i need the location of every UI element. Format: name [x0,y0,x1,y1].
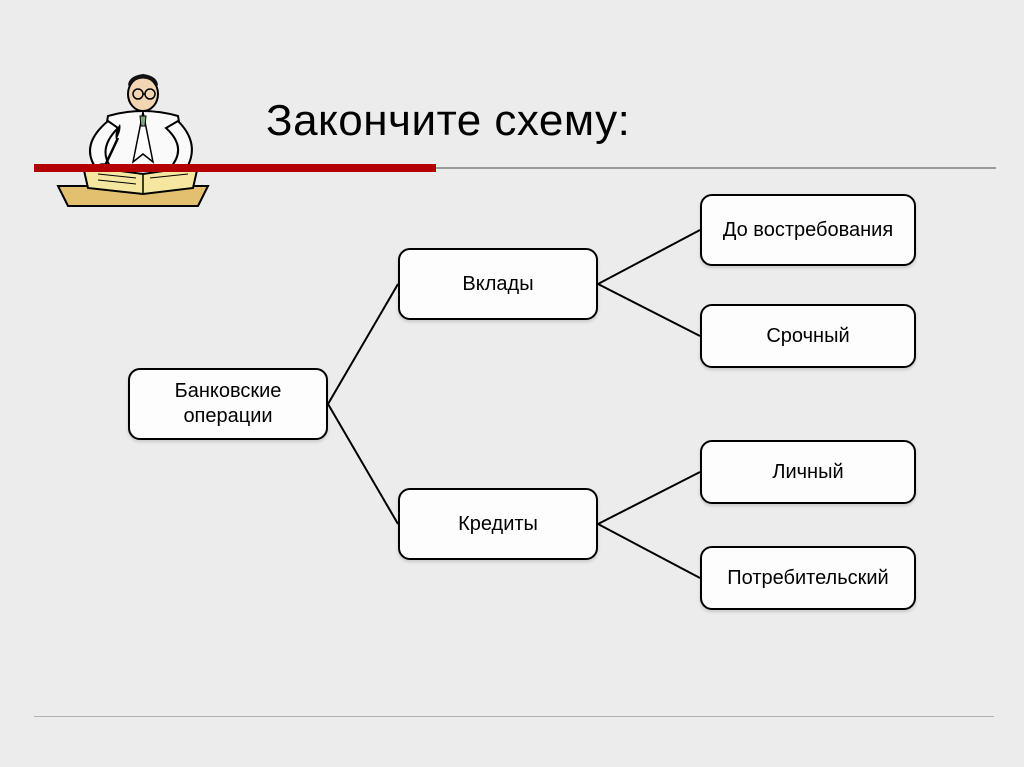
edge-credits-personal [598,472,700,524]
node-personal: Личный [700,440,916,504]
page-title: Закончите схему: [266,96,630,146]
node-demand: До востребования [700,194,916,266]
node-credits: Кредиты [398,488,598,560]
edge-root-deposits [328,284,398,404]
edge-deposits-demand [598,230,700,284]
header: Закончите схему: [0,58,1024,168]
node-deposits: Вклады [398,248,598,320]
footer-rule [34,716,994,717]
edge-credits-consumer [598,524,700,578]
header-rule-gray [436,167,996,169]
node-root: Банковские операции [128,368,328,440]
edge-root-credits [328,404,398,524]
node-term: Срочный [700,304,916,368]
node-consumer: Потребительский [700,546,916,610]
edge-deposits-term [598,284,700,336]
writer-illustration-icon [48,66,218,216]
header-rule-red [34,164,436,172]
